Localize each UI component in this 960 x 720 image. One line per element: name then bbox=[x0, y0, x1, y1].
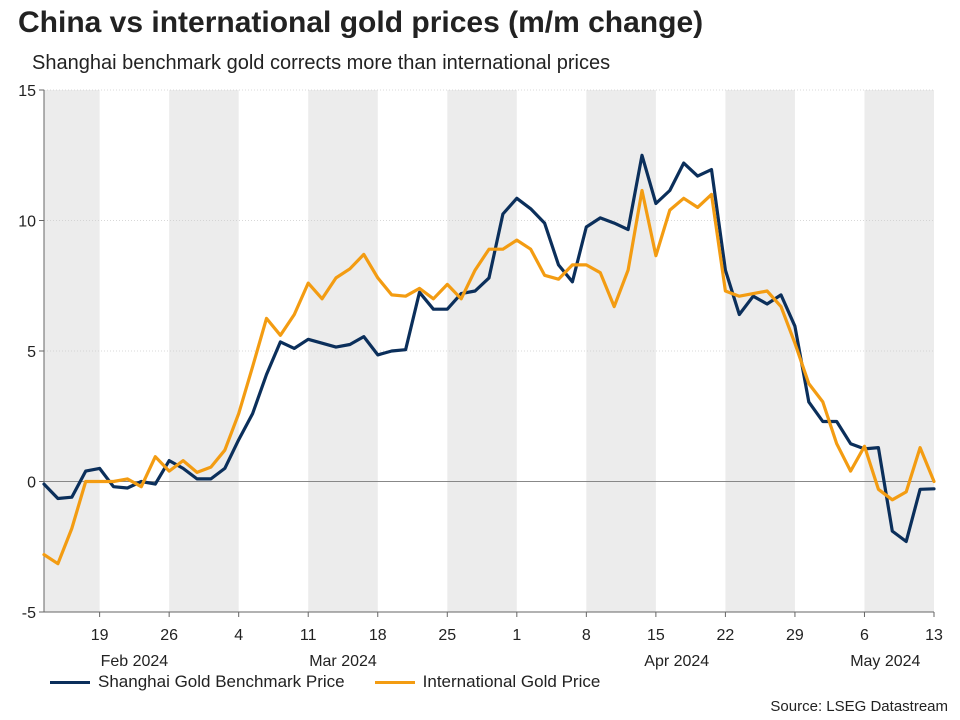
legend-label-shanghai: Shanghai Gold Benchmark Price bbox=[98, 672, 345, 691]
month-label-1: Mar 2024 bbox=[309, 653, 377, 670]
x-tick-label-1: 26 bbox=[160, 627, 178, 644]
y-tick-label-1: 0 bbox=[27, 475, 36, 492]
month-label-0: Feb 2024 bbox=[101, 653, 169, 670]
x-tick-label-11: 6 bbox=[860, 627, 869, 644]
y-tick-labels: -5 0 5 10 15 bbox=[18, 83, 36, 622]
series-line-international bbox=[42, 188, 936, 566]
source-note: Source: LSEG Datastream bbox=[770, 698, 948, 715]
x-tick-label-0: 19 bbox=[91, 627, 109, 644]
month-label-2: Apr 2024 bbox=[644, 653, 709, 670]
month-label-3: May 2024 bbox=[850, 653, 920, 670]
x-tick-label-3: 11 bbox=[300, 627, 317, 644]
chart-title: China vs international gold prices (m/m … bbox=[18, 6, 704, 39]
x-tick-label-8: 15 bbox=[647, 627, 665, 644]
shaded-band-2 bbox=[308, 90, 378, 612]
x-tick-label-5: 25 bbox=[438, 627, 456, 644]
y-tick-label-2: 5 bbox=[27, 344, 36, 361]
axes bbox=[39, 89, 935, 617]
series-line-shanghai bbox=[42, 153, 936, 544]
month-labels: Feb 2024 Mar 2024 Apr 2024 May 2024 bbox=[101, 653, 921, 670]
legend-label-international: International Gold Price bbox=[422, 672, 601, 691]
x-tick-label-4: 18 bbox=[369, 627, 387, 644]
legend-swatch-shanghai bbox=[50, 680, 90, 684]
x-tick-labels: 19 26 4 11 18 25 1 8 15 22 29 6 13 bbox=[91, 627, 943, 644]
y-tick-label-3: 10 bbox=[18, 214, 36, 231]
y-tick-label-0: -5 bbox=[22, 605, 36, 622]
x-tick-label-9: 22 bbox=[717, 627, 735, 644]
x-tick-label-7: 8 bbox=[582, 627, 591, 644]
chart-subtitle: Shanghai benchmark gold corrects more th… bbox=[32, 52, 611, 74]
y-tick-label-4: 15 bbox=[18, 83, 36, 100]
shaded-band-5 bbox=[725, 90, 795, 612]
x-tick-label-2: 4 bbox=[234, 627, 243, 644]
legend: Shanghai Gold Benchmark Price Internatio… bbox=[50, 672, 630, 692]
legend-swatch-international bbox=[374, 680, 415, 684]
x-tick-label-12: 13 bbox=[925, 627, 943, 644]
series-lines bbox=[42, 153, 936, 566]
x-tick-label-6: 1 bbox=[512, 627, 521, 644]
x-tick-label-10: 29 bbox=[786, 627, 804, 644]
legend-item-shanghai: Shanghai Gold Benchmark Price bbox=[50, 672, 345, 692]
legend-item-international: International Gold Price bbox=[374, 672, 601, 692]
